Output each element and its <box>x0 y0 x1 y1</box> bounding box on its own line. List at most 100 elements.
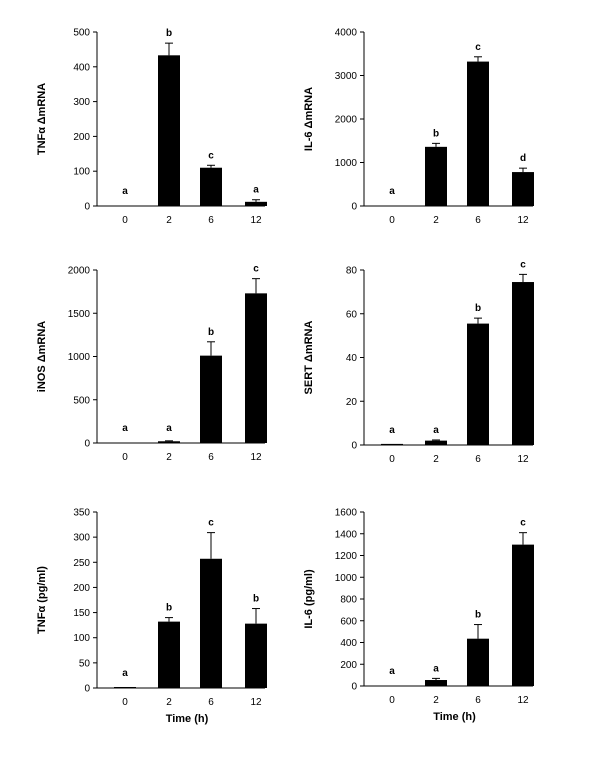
y-tick-label: 300 <box>73 533 90 544</box>
y-tick-label: 150 <box>73 608 90 619</box>
y-tick-label: 0 <box>84 684 90 695</box>
bar-2 <box>158 621 180 688</box>
significance-label: a <box>389 666 395 677</box>
x-tick-label: 6 <box>208 697 214 708</box>
y-tick-label: 400 <box>340 638 357 649</box>
significance-label: a <box>433 663 439 674</box>
chart-panel-1: 0 100 200 300 400 500 0 a 2 b 6 c 12 a TNFα ΔmRNA <box>36 28 267 226</box>
significance-label: a <box>253 185 259 196</box>
significance-label: a <box>166 423 172 434</box>
y-tick-label: 0 <box>84 202 90 213</box>
x-tick-label: 2 <box>166 215 172 226</box>
y-tick-label: 500 <box>73 28 90 39</box>
y-tick-label: 100 <box>73 167 90 178</box>
x-tick-label: 12 <box>517 215 529 226</box>
significance-label: a <box>122 186 128 197</box>
y-axis-label: TNFα (pg/ml) <box>36 566 48 634</box>
y-tick-label: 50 <box>79 658 91 669</box>
significance-label: a <box>122 423 128 434</box>
y-tick-label: 1200 <box>335 551 358 562</box>
y-tick-label: 1400 <box>335 529 358 540</box>
chart-panel-6: 0 200 400 600 800 1000 1200 1400 1600 0 a 2 a 6 b 12 c IL… <box>303 508 534 723</box>
bar-2 <box>425 146 447 206</box>
y-tick-label: 200 <box>73 583 90 594</box>
significance-label: b <box>166 603 172 614</box>
y-tick-label: 100 <box>73 633 90 644</box>
y-tick-label: 400 <box>73 62 90 73</box>
x-tick-label: 2 <box>433 215 439 226</box>
y-tick-label: 800 <box>340 595 357 606</box>
chart-panel-5: 0 50 100 150 200 250 300 350 0 a 2 b 6 c 12 b TNFα (pg/m… <box>36 508 267 725</box>
y-axis-label: TNFα ΔmRNA <box>36 83 48 155</box>
y-tick-label: 1600 <box>335 508 358 519</box>
y-tick-label: 300 <box>73 97 90 108</box>
significance-label: a <box>389 425 395 436</box>
x-axis-label: Time (h) <box>433 711 476 723</box>
y-tick-label: 80 <box>346 266 358 277</box>
y-tick-label: 2000 <box>335 115 358 126</box>
bar-6 <box>200 167 222 206</box>
x-tick-label: 12 <box>250 452 262 463</box>
y-axis-label: IL-6 ΔmRNA <box>303 87 315 151</box>
y-tick-label: 1000 <box>335 573 358 584</box>
bar-6 <box>200 558 222 688</box>
bar-12 <box>512 282 534 445</box>
significance-label: d <box>520 153 526 164</box>
significance-label: a <box>389 186 395 197</box>
y-tick-label: 1000 <box>68 352 91 363</box>
significance-label: c <box>208 150 214 161</box>
x-tick-label: 12 <box>250 215 262 226</box>
significance-label: c <box>253 264 259 275</box>
x-tick-label: 0 <box>122 452 128 463</box>
y-tick-label: 20 <box>346 397 358 408</box>
bar-0 <box>381 443 403 445</box>
y-tick-label: 0 <box>351 441 357 452</box>
x-tick-label: 2 <box>166 452 172 463</box>
y-tick-label: 2000 <box>68 266 91 277</box>
y-tick-label: 200 <box>73 132 90 143</box>
x-tick-label: 2 <box>433 695 439 706</box>
x-tick-label: 12 <box>517 695 529 706</box>
bar-6 <box>467 638 489 686</box>
x-tick-label: 2 <box>433 454 439 465</box>
y-tick-label: 250 <box>73 558 90 569</box>
bar-2 <box>158 441 180 443</box>
significance-label: b <box>208 327 214 338</box>
y-tick-label: 350 <box>73 508 90 519</box>
bar-2 <box>158 55 180 206</box>
bar-12 <box>245 201 267 206</box>
y-tick-label: 1500 <box>68 309 91 320</box>
x-tick-label: 6 <box>475 454 481 465</box>
y-axis-label: iNOS ΔmRNA <box>36 321 48 393</box>
y-axis-label: IL-6 (pg/ml) <box>303 569 315 629</box>
x-tick-label: 0 <box>389 454 395 465</box>
bar-12 <box>512 172 534 206</box>
y-tick-label: 500 <box>73 395 90 406</box>
significance-label: b <box>433 128 439 139</box>
significance-label: a <box>433 425 439 436</box>
x-axis-label: Time (h) <box>166 713 209 725</box>
y-tick-label: 0 <box>84 439 90 450</box>
y-tick-label: 60 <box>346 309 358 320</box>
significance-label: c <box>520 259 526 270</box>
y-tick-label: 3000 <box>335 71 358 82</box>
x-tick-label: 12 <box>517 454 529 465</box>
x-tick-label: 6 <box>208 215 214 226</box>
bar-6 <box>467 323 489 445</box>
chart-panel-3: 0 500 1000 1500 2000 0 a 2 a 6 b 12 c iNOS ΔmRNA <box>36 264 267 463</box>
bar-6 <box>467 61 489 206</box>
y-tick-label: 600 <box>340 616 357 627</box>
y-tick-label: 200 <box>340 660 357 671</box>
y-tick-label: 0 <box>351 682 357 693</box>
x-tick-label: 0 <box>389 215 395 226</box>
chart-panel-2: 0 1000 2000 3000 4000 0 a 2 b 6 c 12 d IL-6 ΔmRNA <box>303 28 534 226</box>
significance-label: c <box>208 518 214 529</box>
y-tick-label: 4000 <box>335 28 358 39</box>
significance-label: c <box>520 518 526 529</box>
x-tick-label: 6 <box>475 695 481 706</box>
x-tick-label: 2 <box>166 697 172 708</box>
x-tick-label: 12 <box>250 697 262 708</box>
significance-label: c <box>475 42 481 53</box>
bar-12 <box>245 293 267 443</box>
